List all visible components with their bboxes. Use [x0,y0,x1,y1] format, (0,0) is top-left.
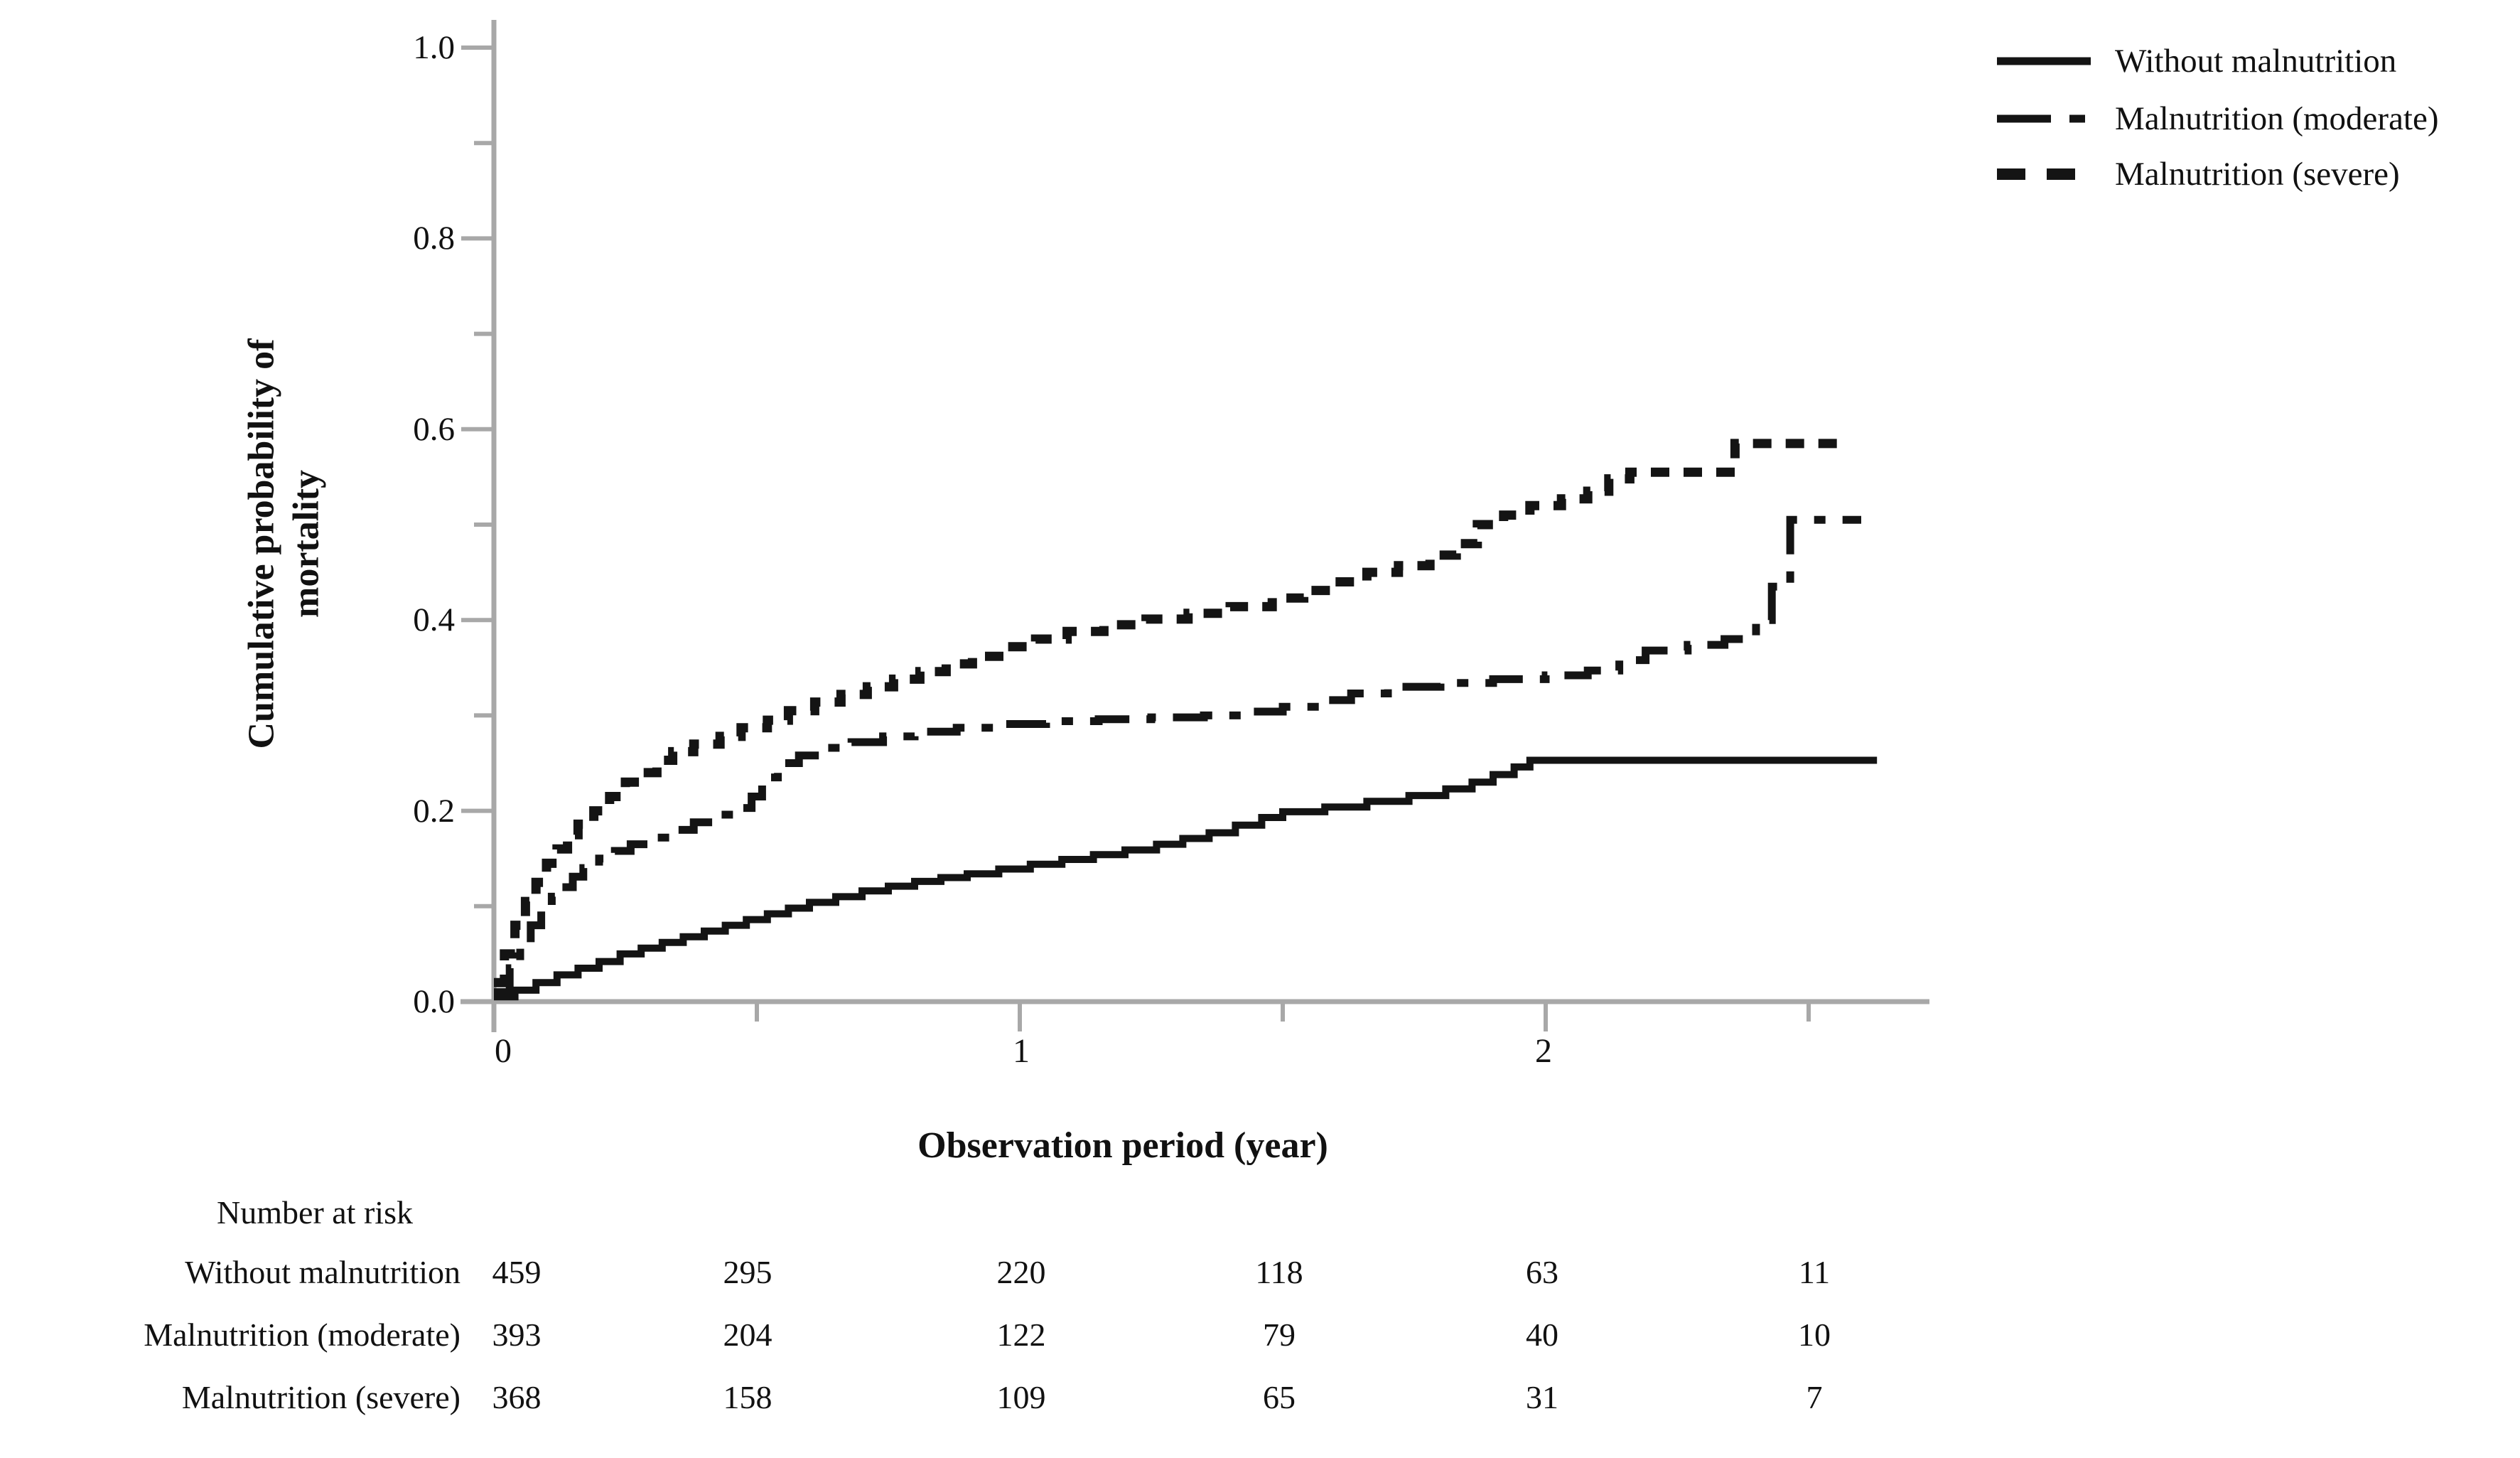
x-tick-label-0: 0 [495,1032,512,1070]
y-axis-title-line1: Cumulative probability of [241,338,282,749]
legend-label: Without malnutrition [2115,43,2397,80]
legend-line-dash-icon [1997,168,2095,180]
risk-value: 11 [1798,1254,1831,1290]
legend-item-malnutrition-severe: Malnutrition (severe) [1994,149,2400,199]
y-axis-ticks [461,45,494,1004]
x-tick-label-1: 1 [1013,1032,1030,1070]
risk-value: 31 [1526,1379,1558,1415]
risk-value: 295 [723,1254,772,1290]
risk-value: 40 [1526,1317,1558,1353]
y-tick-label-0.8: 0.8 [413,220,455,257]
legend-line-dashdot-icon [1997,114,2095,123]
legend-item-malnutrition-moderate: Malnutrition (moderate) [1994,94,2439,144]
risk-value: 79 [1263,1317,1296,1353]
risk-value: 109 [996,1379,1046,1415]
y-tick-label-0.4: 0.4 [413,601,455,638]
risk-value: 10 [1798,1317,1831,1353]
y-axis-title: Cumulative probability of mortality [239,339,330,749]
y-tick-label-0.2: 0.2 [413,793,455,830]
risk-value: 158 [723,1379,772,1415]
risk-value: 368 [492,1379,542,1415]
legend-label: Malnutrition (moderate) [2115,100,2439,137]
risk-row-label: Malnutrition (severe) [181,1379,461,1415]
risk-value: 7 [1806,1379,1823,1415]
risk-value: 122 [996,1317,1046,1353]
x-tick-label-2: 2 [1535,1032,1552,1070]
risk-value: 220 [996,1254,1046,1290]
x-axis-title: Observation period (year) [917,1125,1328,1166]
risk-value: 393 [492,1317,542,1353]
legend-item-without-malnutrition: Without malnutrition [1994,36,2396,86]
curve-malnutrition-moderate [494,515,1861,997]
risk-value: 118 [1255,1254,1303,1290]
curve-malnutrition-severe [494,439,1851,987]
legend-line-solid-icon [1997,57,2091,65]
y-axis-title-line2: mortality [286,470,327,618]
y-tick-label-1.0: 1.0 [413,29,455,66]
y-tick-label-0.6: 0.6 [413,411,455,448]
risk-value: 65 [1263,1379,1296,1415]
x-axis-ticks [492,1002,1811,1031]
risk-row-label: Malnutrition (moderate) [144,1317,461,1353]
curve-without-malnutrition [494,756,1878,1001]
risk-table-header: Number at risk [217,1194,413,1231]
risk-value: 459 [492,1254,542,1290]
risk-row-label: Without malnutrition [185,1254,461,1290]
legend-label: Malnutrition (severe) [2115,156,2400,193]
y-tick-label-0.0: 0.0 [413,983,455,1020]
risk-value: 63 [1526,1254,1558,1290]
risk-value: 204 [723,1317,772,1353]
